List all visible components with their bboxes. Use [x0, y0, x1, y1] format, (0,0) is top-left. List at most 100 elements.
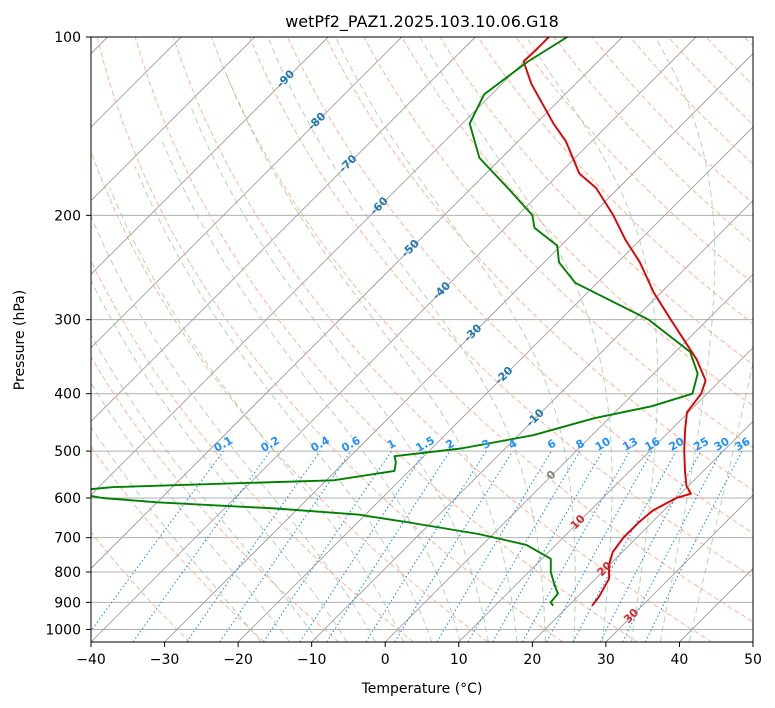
mixing-ratio-line — [644, 450, 743, 642]
mixing-ratio-line — [326, 450, 451, 642]
moist-adiabat-line — [91, 382, 291, 642]
mixing-ratio-label: 1 — [385, 437, 398, 452]
moist-adiabat-line — [225, 72, 518, 642]
x-tick-label: 50 — [744, 652, 762, 668]
dry-adiabat-line — [91, 356, 340, 642]
x-axis-label: Temperature (°C) — [361, 681, 483, 697]
moist-adiabat-line — [91, 214, 376, 642]
isotherm-label: -60 — [368, 194, 391, 217]
mixing-ratio-line — [219, 450, 352, 642]
dry-adiabat-line — [744, 37, 753, 47]
dry-adiabat-line — [134, 37, 638, 642]
moist-adiabat-line — [161, 141, 461, 642]
chart-title: wetPf2_PAZ1.2025.103.10.06.G18 — [285, 12, 559, 32]
mixing-ratio-line — [436, 450, 552, 642]
isotherm-label: 0 — [544, 468, 559, 483]
isotherm-label: -80 — [305, 109, 328, 132]
dry-adiabat-line — [210, 37, 753, 623]
y-tick-label: 100 — [54, 30, 81, 46]
dry-adiabat-line — [91, 445, 265, 642]
isotherm-line — [458, 347, 753, 642]
isotherm-line — [91, 37, 697, 642]
x-tick-label: −20 — [223, 652, 253, 668]
y-tick-label: 300 — [54, 313, 81, 329]
y-tick-label: 400 — [54, 387, 81, 403]
mixing-ratio-line — [263, 450, 392, 642]
mixing-ratio-line — [522, 450, 631, 642]
isotherm-label: -30 — [461, 321, 484, 344]
moist-adiabat-line — [688, 360, 753, 642]
isotherm-label: -10 — [524, 406, 547, 429]
isotherm-label: -70 — [336, 152, 359, 175]
dry-adiabat-line — [477, 37, 753, 325]
dry-adiabat-line — [515, 37, 753, 284]
moist-adiabat-line — [419, 37, 613, 642]
dry-adiabat-line — [553, 37, 753, 244]
isotherm-line — [91, 37, 329, 275]
y-tick-label: 700 — [54, 531, 81, 547]
x-tick-label: 10 — [450, 652, 468, 668]
x-tick-label: −30 — [150, 652, 180, 668]
dry-adiabat-line — [91, 259, 414, 642]
temperature-profile — [522, 37, 707, 607]
moist-adiabat-line — [335, 37, 576, 642]
isotherm-label: -40 — [430, 279, 453, 302]
isotherm-label: 20 — [595, 559, 615, 579]
moist-adiabat-line — [525, 37, 659, 642]
isotherm-line — [237, 126, 753, 642]
dry-adiabat-line — [325, 37, 753, 491]
isotherm-line — [91, 37, 623, 570]
x-tick-label: 20 — [523, 652, 541, 668]
dry-adiabat-line — [172, 37, 713, 642]
isotherm-line — [752, 641, 753, 642]
dry-adiabat-line — [96, 37, 563, 642]
isotherm-line — [605, 494, 753, 642]
isotherm-line — [91, 37, 550, 496]
mixing-ratio-line — [91, 450, 224, 632]
mixing-ratio-line — [299, 450, 426, 642]
dry-adiabat-line — [248, 37, 753, 578]
moist-adiabat-line — [91, 333, 319, 642]
moist-adiabat-line — [109, 188, 405, 642]
dewpoint-profile — [91, 37, 699, 607]
y-axis-label: Pressure (hPa) — [12, 290, 28, 390]
y-axis: 100 200 300 400 500 600 700 800 900 1000 — [45, 30, 91, 638]
y-tick-label: 800 — [54, 565, 81, 581]
isotherm-line — [311, 200, 753, 642]
inline-labels: -90-80-70-60-50-40-30-20-100.1 0.2 0.4 0.6 1… — [212, 67, 753, 626]
plot-frame — [90, 36, 754, 643]
x-tick-label: 0 — [381, 652, 390, 668]
isotherm-line — [91, 37, 403, 349]
mixing-ratio-line — [132, 450, 271, 642]
dry-adiabat-line — [439, 37, 753, 366]
x-tick-label: −40 — [76, 652, 106, 668]
mixing-ratio-label: 3 — [480, 437, 493, 452]
moist-adiabat-line — [189, 104, 489, 642]
y-tick-label: 900 — [54, 595, 81, 611]
x-tick-label: 40 — [671, 652, 689, 668]
moist-adiabat-line — [267, 37, 546, 642]
y-tick-label: 600 — [54, 491, 81, 507]
mixing-ratio-line — [572, 450, 677, 642]
mixing-ratio-line — [186, 450, 321, 642]
moist-adiabat-line — [91, 426, 262, 642]
profiles — [91, 37, 707, 607]
y-tick-label: 200 — [54, 208, 81, 224]
mixing-ratio-label: 6 — [545, 437, 558, 452]
x-axis: −40 −30 −20 −10 0 10 20 30 40 50 — [76, 642, 762, 668]
dry-adiabat-line — [363, 37, 753, 449]
mixing-ratio-line — [546, 450, 653, 642]
dry-adiabat-line — [705, 37, 753, 86]
mixing-ratio-line — [394, 450, 514, 642]
x-tick-label: −10 — [297, 652, 327, 668]
x-tick-label: 30 — [597, 652, 615, 668]
y-tick-label: 1000 — [45, 622, 81, 638]
moist-adiabat-line — [91, 279, 348, 642]
isotherm-label: 30 — [621, 606, 641, 626]
isotherm-line — [384, 273, 753, 642]
background-lines — [91, 37, 753, 642]
isotherm-line — [164, 52, 753, 642]
dry-adiabat-line — [91, 531, 191, 642]
isotherm-line — [91, 37, 476, 422]
